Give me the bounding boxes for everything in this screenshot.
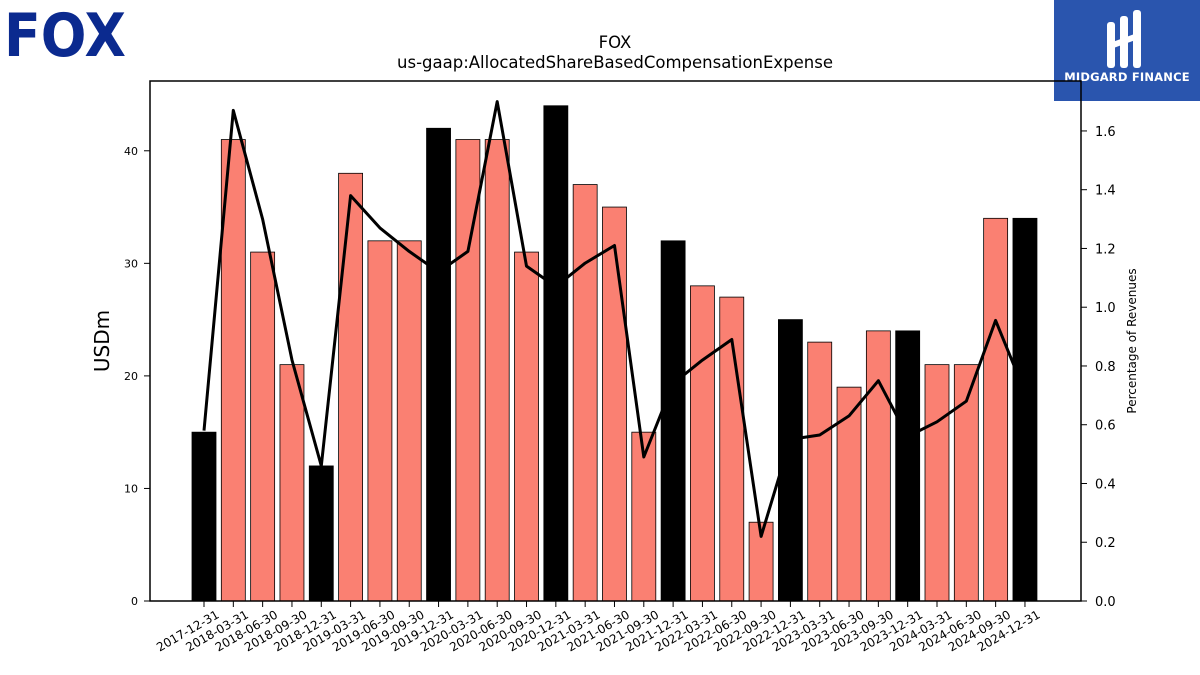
midgard-emblem-icon — [1106, 10, 1142, 68]
series-line — [202, 100, 1027, 538]
y-tick-label-right: 1.6 — [1095, 125, 1116, 140]
y-tick-label-right: 0.4 — [1095, 477, 1116, 492]
bar — [426, 127, 451, 602]
bar — [631, 431, 657, 602]
bar — [514, 251, 539, 602]
bar — [367, 240, 393, 602]
bar — [983, 217, 1009, 602]
bar — [279, 364, 305, 602]
bar — [895, 330, 921, 602]
y-tick-label-right: 0.0 — [1095, 595, 1116, 610]
midgard-finance-logo: MIDGARD FINANCE — [1054, 0, 1200, 101]
bar — [543, 105, 569, 602]
y-tick-label-left: 20 — [124, 370, 138, 383]
bar — [250, 251, 276, 602]
fox-logo-mark: FOX — [4, 1, 126, 71]
bar — [572, 184, 598, 602]
fox-logo-text: FOX — [4, 4, 126, 60]
y-axis-left: 0 10 20 30 40 — [124, 145, 150, 608]
y-tick-label-right: 1.4 — [1095, 184, 1116, 199]
y-axis-label-left: USDm — [90, 310, 114, 372]
midgard-logo-text: MIDGARD FINANCE — [1064, 70, 1190, 84]
y-axis-right: 0.0 0.2 0.4 0.6 0.8 1.0 1.2 1.4 1.6 — [1081, 125, 1116, 610]
bars-group — [191, 105, 1038, 602]
bar — [602, 206, 627, 602]
y-tick-label-right: 1.0 — [1095, 301, 1116, 316]
plot-frame — [149, 80, 1082, 602]
bar — [836, 386, 862, 602]
line-group — [202, 100, 1027, 538]
chart-subtitle: us-gaap:AllocatedShareBasedCompensationE… — [397, 53, 833, 72]
y-tick-label-left: 10 — [124, 482, 138, 495]
bar — [308, 465, 334, 602]
bar — [807, 341, 833, 602]
chart-title: FOX — [599, 33, 632, 52]
y-tick-label-right: 0.8 — [1095, 360, 1116, 375]
bar — [953, 364, 979, 602]
y-tick-label-right: 0.6 — [1095, 419, 1116, 434]
bar — [719, 296, 745, 602]
y-tick-label-left: 0 — [131, 595, 138, 608]
y-tick-label-right: 0.2 — [1095, 536, 1116, 551]
y-tick-label-right: 1.2 — [1095, 242, 1116, 257]
bar — [484, 139, 510, 602]
fox-logo: FOX — [4, 1, 128, 71]
bar — [396, 240, 422, 602]
bar — [220, 139, 246, 602]
x-axis: 2017-12-312018-03-312018-06-302018-09-30… — [154, 601, 1042, 654]
bar — [660, 240, 686, 602]
bar — [924, 364, 950, 602]
bar — [1012, 217, 1038, 602]
bar — [191, 431, 217, 602]
bar — [690, 285, 715, 602]
bar — [338, 172, 364, 602]
bar — [865, 330, 891, 602]
bar — [778, 319, 803, 602]
y-tick-label-left: 30 — [124, 257, 138, 270]
y-axis-label-right: Percentage of Revenues — [1125, 268, 1139, 413]
y-tick-label-left: 40 — [124, 145, 138, 158]
